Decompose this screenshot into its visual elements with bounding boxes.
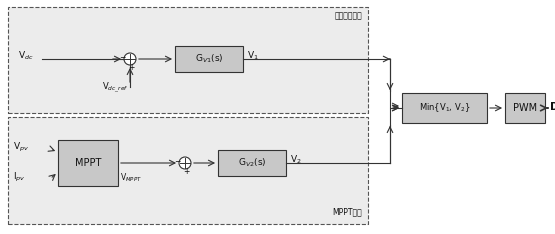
Bar (402, 93, 487, 123)
Bar (505, 93, 545, 123)
Text: V$_{dc\_ref}$: V$_{dc\_ref}$ (102, 81, 129, 95)
Text: MPPT: MPPT (75, 158, 101, 168)
Text: MPPT控制: MPPT控制 (332, 207, 362, 216)
Text: V$_{dc}$: V$_{dc}$ (18, 50, 34, 62)
Text: V$_1$: V$_1$ (247, 50, 259, 62)
Text: +: + (183, 167, 189, 176)
Text: PWM: PWM (513, 103, 537, 113)
Bar (58, 140, 118, 186)
Text: V$_2$: V$_2$ (290, 154, 302, 166)
Circle shape (179, 157, 191, 169)
Text: G$_{V1}$(s): G$_{V1}$(s) (195, 53, 223, 65)
Text: +: + (128, 62, 134, 72)
Circle shape (124, 53, 136, 65)
Text: G$_{V2}$(s): G$_{V2}$(s) (238, 157, 266, 169)
Text: D: D (550, 102, 555, 112)
Text: V$_{pv}$: V$_{pv}$ (13, 140, 29, 154)
Bar (8, 7, 368, 113)
Text: 输出恒压控制: 输出恒压控制 (334, 11, 362, 20)
Text: I$_{pv}$: I$_{pv}$ (13, 170, 26, 183)
Bar (8, 117, 368, 224)
Text: Min{V$_1$, V$_2$}: Min{V$_1$, V$_2$} (419, 102, 470, 114)
Bar (218, 150, 286, 176)
Text: V$_{MPPT}$: V$_{MPPT}$ (120, 172, 142, 184)
Text: −: − (119, 54, 125, 62)
Bar (175, 46, 243, 72)
Text: −: − (174, 157, 180, 167)
